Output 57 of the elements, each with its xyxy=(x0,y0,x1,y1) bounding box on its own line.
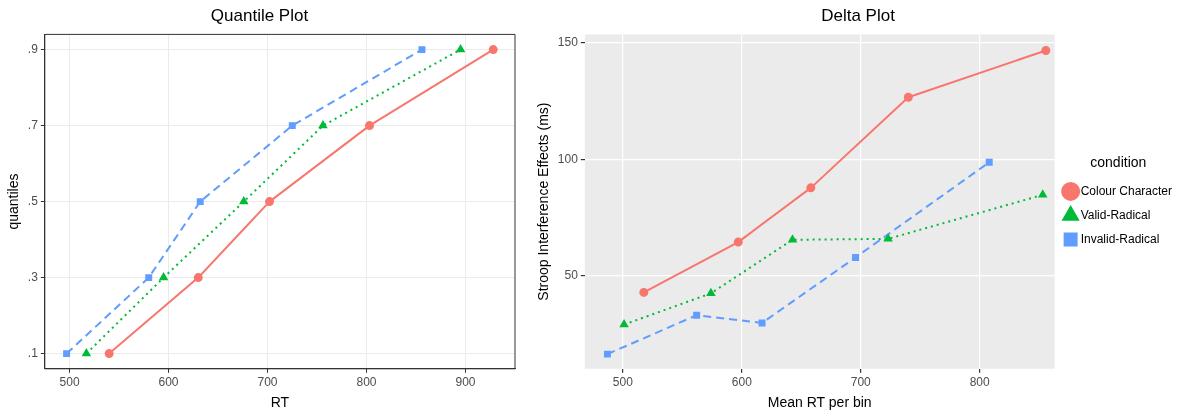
y-tick-label: 150 xyxy=(557,35,579,50)
point xyxy=(104,349,114,359)
point xyxy=(806,183,816,193)
x-tick-label: 700 xyxy=(850,375,872,390)
point xyxy=(196,198,204,206)
point xyxy=(758,319,766,327)
point xyxy=(903,92,913,102)
x-axis-title: RT xyxy=(270,394,290,411)
y-tick-label: .5 xyxy=(27,193,39,208)
point xyxy=(193,273,203,283)
chart-title: Delta Plot xyxy=(821,5,896,25)
legend-title: condition xyxy=(1090,154,1147,171)
point xyxy=(418,46,426,54)
legend-label: Colour Character xyxy=(1080,183,1172,198)
x-axis-title: Mean RT per bin xyxy=(767,394,872,411)
point xyxy=(159,273,168,281)
point xyxy=(82,349,91,357)
x-tick-label: 800 xyxy=(356,375,377,390)
point xyxy=(265,197,275,207)
point xyxy=(603,350,611,358)
x-tick-label: 800 xyxy=(969,375,991,390)
point xyxy=(788,235,797,243)
y-tick-label: 100 xyxy=(557,151,579,166)
point xyxy=(985,158,993,166)
chart-title: Quantile Plot xyxy=(210,5,309,25)
point xyxy=(733,237,743,247)
y-axis-title: quantiles xyxy=(5,173,22,230)
y-tick-label: .7 xyxy=(27,117,39,132)
point xyxy=(488,45,498,55)
legend-label: Valid-Radical xyxy=(1080,207,1151,222)
point xyxy=(288,122,296,130)
point xyxy=(1041,45,1051,55)
y-tick-label: .3 xyxy=(27,269,39,284)
point xyxy=(63,350,71,358)
y-tick-label: 50 xyxy=(564,267,579,282)
x-tick-label: 700 xyxy=(257,375,278,390)
point xyxy=(884,234,893,242)
point xyxy=(639,287,649,297)
x-tick-label: 600 xyxy=(158,375,179,390)
point xyxy=(693,311,701,319)
point xyxy=(620,320,629,328)
x-tick-label: 500 xyxy=(612,375,634,390)
y-axis-title: Stroop Interference Effects (ms) xyxy=(535,102,552,301)
point xyxy=(145,274,153,282)
point xyxy=(1038,190,1047,198)
y-tick-label: .1 xyxy=(27,345,39,360)
legend-label: Invalid-Radical xyxy=(1080,231,1160,246)
y-tick-label: .9 xyxy=(27,41,39,56)
point xyxy=(706,288,715,297)
x-tick-label: 600 xyxy=(731,375,753,390)
point xyxy=(364,121,374,131)
point xyxy=(318,121,327,129)
point xyxy=(239,197,248,205)
point xyxy=(456,45,465,53)
point xyxy=(852,254,859,261)
x-tick-label: 500 xyxy=(59,375,80,390)
x-tick-label: 900 xyxy=(455,375,476,390)
